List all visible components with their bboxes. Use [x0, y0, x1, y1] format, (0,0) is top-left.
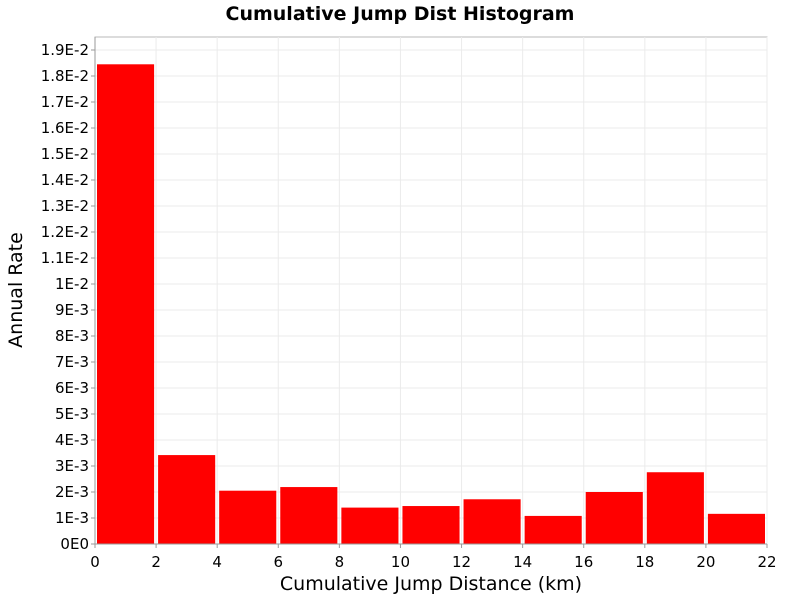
y-tick-label: 1.4E-2 [41, 171, 89, 189]
x-tick-label: 0 [90, 553, 100, 571]
x-tick-label: 22 [757, 553, 776, 571]
x-tick-label: 8 [335, 553, 345, 571]
x-tick-label: 10 [391, 553, 410, 571]
y-tick-label: 1E-3 [55, 509, 89, 527]
y-tick-label: 2E-3 [55, 483, 89, 501]
y-tick-label: 1.9E-2 [41, 41, 89, 59]
y-tick-label: 1.5E-2 [41, 145, 89, 163]
histogram-bar [402, 506, 460, 544]
y-axis-label: Annual Rate [5, 232, 27, 348]
x-tick-label: 6 [273, 553, 283, 571]
y-tick-label: 0E0 [60, 535, 89, 553]
histogram-bar [585, 492, 643, 544]
x-tick-label: 12 [452, 553, 471, 571]
histogram-bar [97, 64, 155, 545]
y-tick-label: 4E-3 [55, 431, 89, 449]
y-tick-label: 1E-2 [55, 275, 89, 293]
y-tick-label: 9E-3 [55, 301, 89, 319]
histogram-bar [524, 515, 582, 544]
y-axis-ticks: 0E0 1E-3 2E-3 3E-3 4E-3 5E-3 6E-3 7E-3 8E-3 9E-3 1… [41, 41, 95, 553]
histogram-bar [707, 513, 765, 544]
histogram-bar [280, 487, 338, 544]
y-tick-label: 5E-3 [55, 405, 89, 423]
x-tick-label: 18 [635, 553, 654, 571]
y-tick-label: 1.1E-2 [41, 249, 89, 267]
y-tick-label: 1.7E-2 [41, 93, 89, 111]
y-tick-label: 3E-3 [55, 457, 89, 475]
x-tick-label: 4 [212, 553, 222, 571]
y-tick-label: 1.6E-2 [41, 119, 89, 137]
y-tick-label: 8E-3 [55, 327, 89, 345]
histogram-bar [219, 490, 277, 544]
x-tick-label: 14 [513, 553, 532, 571]
chart-title: Cumulative Jump Dist Histogram [226, 3, 575, 25]
y-tick-label: 1.2E-2 [41, 223, 89, 241]
x-axis-ticks: 0 2 4 6 8 10 12 14 16 18 20 22 [90, 544, 777, 571]
bars [97, 64, 765, 545]
x-axis-label: Cumulative Jump Distance (km) [280, 573, 582, 595]
x-tick-label: 20 [696, 553, 715, 571]
histogram-bar [158, 455, 216, 544]
histogram-bar [463, 499, 521, 544]
histogram-bar [646, 472, 704, 544]
x-tick-label: 2 [151, 553, 161, 571]
y-tick-label: 7E-3 [55, 353, 89, 371]
y-tick-label: 6E-3 [55, 379, 89, 397]
y-tick-label: 1.8E-2 [41, 67, 89, 85]
x-tick-label: 16 [574, 553, 593, 571]
histogram-bar [341, 507, 399, 544]
y-tick-label: 1.3E-2 [41, 197, 89, 215]
